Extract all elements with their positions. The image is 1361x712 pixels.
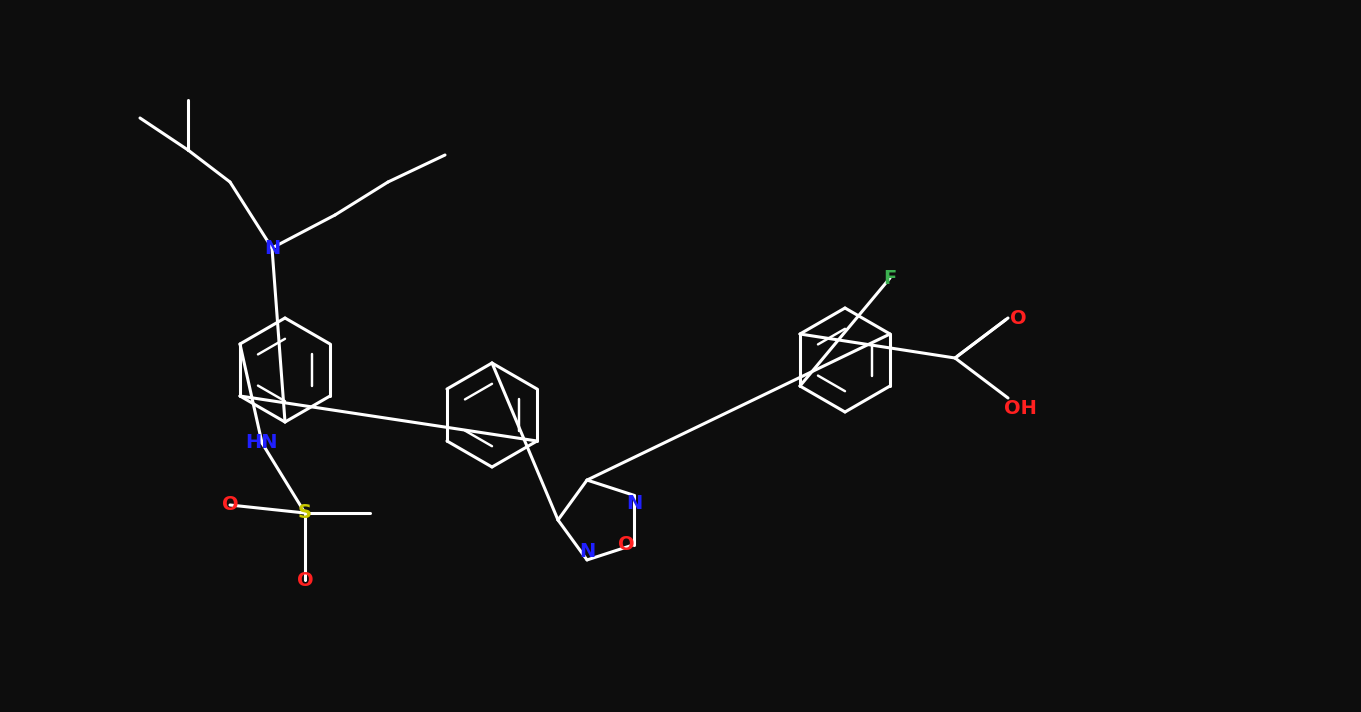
Text: HN: HN — [246, 434, 278, 453]
Text: O: O — [1010, 308, 1026, 328]
Text: O: O — [618, 535, 634, 554]
Text: OH: OH — [1003, 399, 1037, 417]
Text: O: O — [297, 570, 313, 590]
Text: N: N — [626, 494, 642, 513]
Text: S: S — [298, 503, 312, 523]
Text: O: O — [222, 496, 238, 515]
Text: N: N — [578, 543, 595, 562]
Text: F: F — [883, 268, 897, 288]
Text: N: N — [264, 239, 280, 258]
